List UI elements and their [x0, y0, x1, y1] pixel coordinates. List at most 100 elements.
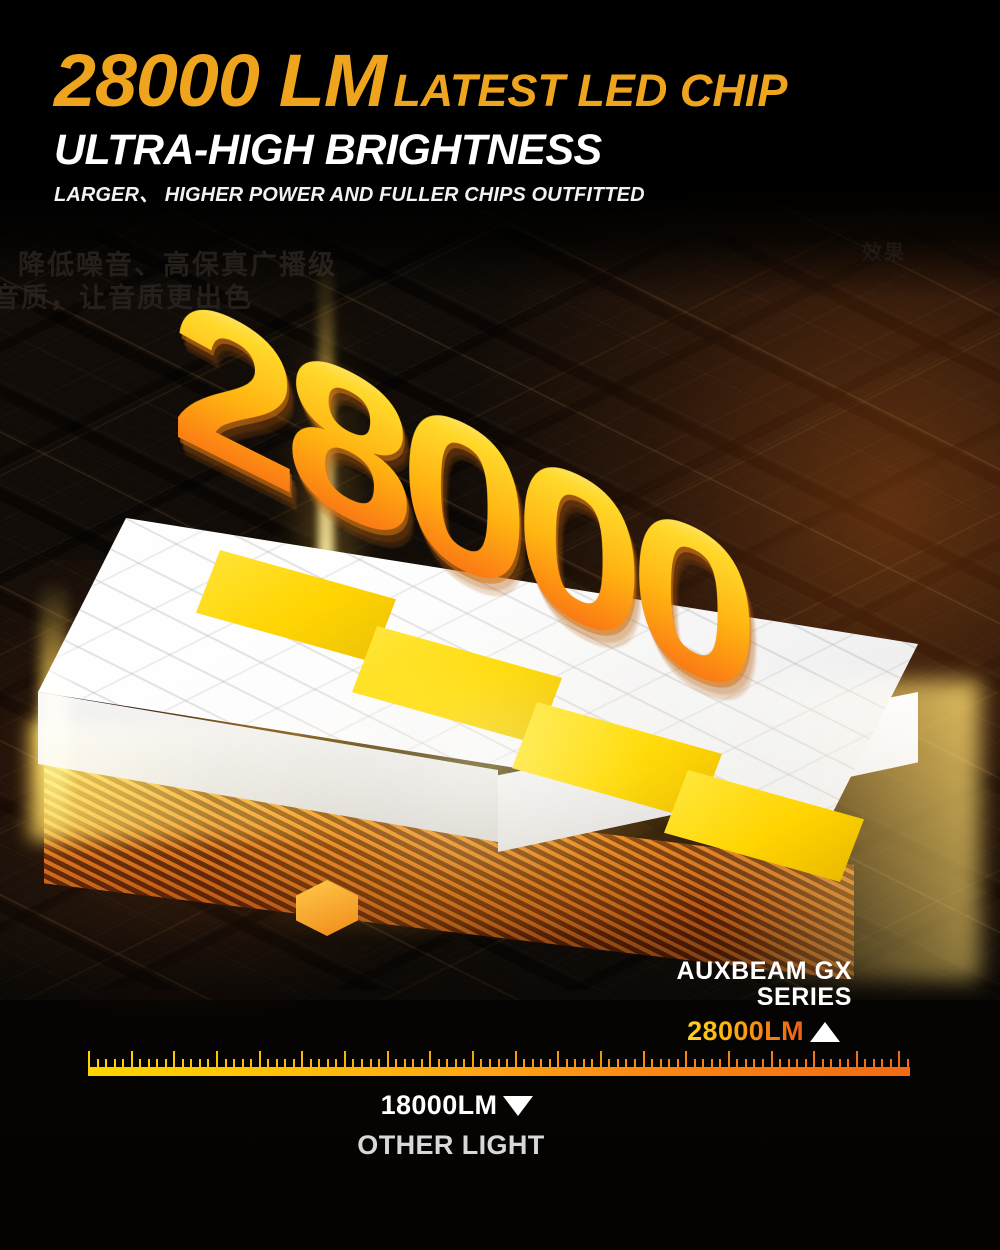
scale-tick: [343, 1051, 346, 1067]
scale-tick: [301, 1051, 304, 1067]
scale-tick: [267, 1059, 270, 1067]
hero-lumen-3d-number: 2 8 0 0 0: [170, 245, 850, 798]
center-glow: [230, 550, 790, 930]
scale-tick: [215, 1051, 218, 1067]
scale-tick: [727, 1051, 730, 1067]
background-watermark-a: 降低噪音、高保真广播级: [18, 243, 337, 282]
scale-tick: [864, 1059, 867, 1067]
scale-tick: [710, 1059, 713, 1067]
scale-tick: [224, 1059, 227, 1067]
scale-tick: [787, 1059, 790, 1067]
hero-digit: 8: [285, 296, 415, 595]
scale-tick: [625, 1059, 628, 1067]
scale-tick: [454, 1059, 457, 1067]
scale-tick: [898, 1051, 901, 1067]
triangle-down-icon: [503, 1095, 534, 1116]
scale-tick: [548, 1059, 551, 1067]
scale-tick: [122, 1059, 125, 1067]
scale-tick: [855, 1051, 858, 1067]
scale-tick: [889, 1059, 892, 1067]
scale-tick: [634, 1059, 636, 1067]
scale-tick: [190, 1059, 193, 1067]
scale-tick: [821, 1059, 824, 1067]
scale-tick: [139, 1059, 142, 1067]
scale-tick: [761, 1059, 764, 1067]
scale-tick: [318, 1059, 321, 1067]
scale-tick: [437, 1059, 440, 1067]
scale-tick: [830, 1059, 833, 1067]
chip-tagline: LATEST LED CHIP: [393, 65, 788, 116]
scale-tick: [429, 1051, 432, 1067]
scale-tick: [241, 1059, 244, 1067]
scale-tick: [207, 1059, 210, 1067]
scale-tick: [395, 1059, 398, 1067]
scale-tick: [369, 1059, 372, 1067]
scale-tick: [599, 1051, 602, 1067]
headline-primary-row: 28000 LM LATEST LED CHIP: [54, 39, 1000, 122]
scale-tick: [181, 1059, 184, 1067]
headline-description: LARGER、 HIGHER POWER AND FULLER CHIPS OU…: [54, 184, 645, 206]
brightness-scale: [88, 1050, 910, 1076]
scale-tick: [804, 1059, 807, 1067]
hero-digit: 0: [630, 452, 760, 751]
product-name-label: AUXBEAM GX SERIES: [677, 958, 852, 1011]
scale-tick: [335, 1059, 338, 1067]
scale-tick: [685, 1051, 688, 1067]
scale-tick: [198, 1059, 201, 1067]
lumen-headline: 28000 LM: [54, 39, 387, 122]
scale-tick: [105, 1059, 108, 1067]
scale-tick: [292, 1059, 295, 1067]
scale-tick: [881, 1059, 884, 1067]
scale-tick: [173, 1051, 176, 1067]
other-lumen-marker: 18000LM: [0, 1090, 1000, 1121]
background-watermark-b: 音质，让音质更出色: [0, 283, 253, 314]
scale-tick: [642, 1051, 645, 1067]
scale-tick: [378, 1059, 381, 1067]
light-beam: [318, 260, 334, 590]
scale-tick: [412, 1059, 415, 1067]
scale-tick: [233, 1059, 236, 1067]
scale-tick: [736, 1059, 739, 1067]
scale-tick: [744, 1059, 747, 1067]
scale-tick: [693, 1059, 696, 1067]
scale-tick: [608, 1059, 611, 1067]
hero-digit: 0: [400, 348, 530, 647]
scale-tick: [386, 1051, 389, 1067]
scale-tick: [309, 1059, 312, 1067]
scale-tick: [796, 1059, 799, 1067]
scale-tick: [88, 1051, 90, 1067]
scale-tick: [659, 1059, 662, 1067]
scale-tick: [156, 1059, 159, 1067]
scale-tick: [361, 1059, 363, 1067]
scale-tick: [565, 1059, 568, 1067]
scale-tick: [130, 1051, 133, 1067]
scale-ticks: [88, 1050, 910, 1067]
scale-tick: [523, 1059, 526, 1067]
scale-tick: [651, 1059, 654, 1067]
scale-tick: [668, 1059, 671, 1067]
scale-tick: [872, 1059, 875, 1067]
product-lumen-value: 28000LM: [687, 1016, 804, 1046]
scale-gradient-bar: [88, 1067, 910, 1076]
triangle-up-icon: [810, 1021, 840, 1042]
scale-tick: [480, 1059, 483, 1067]
scale-tick: [557, 1051, 560, 1067]
scale-tick: [847, 1059, 850, 1067]
scale-tick: [838, 1059, 841, 1067]
product-name-line1: AUXBEAM GX: [676, 957, 852, 985]
scale-tick: [514, 1051, 517, 1067]
chip-scene: 2 8 0 0 0: [0, 245, 1000, 980]
scale-tick: [420, 1059, 423, 1067]
scale-tick: [676, 1059, 679, 1067]
scale-tick: [326, 1059, 329, 1067]
scale-tick: [275, 1059, 278, 1067]
scale-tick: [446, 1059, 449, 1067]
background-watermark-c: 效果: [862, 240, 906, 264]
other-lumen-value: 18000LM: [380, 1090, 498, 1120]
brightness-headline: ULTRA-HIGH BRIGHTNESS: [54, 126, 602, 174]
scale-tick: [813, 1051, 816, 1067]
scale-tick: [582, 1059, 585, 1067]
scale-tick: [702, 1059, 705, 1067]
scale-tick: [96, 1059, 99, 1067]
scale-tick: [779, 1059, 782, 1067]
